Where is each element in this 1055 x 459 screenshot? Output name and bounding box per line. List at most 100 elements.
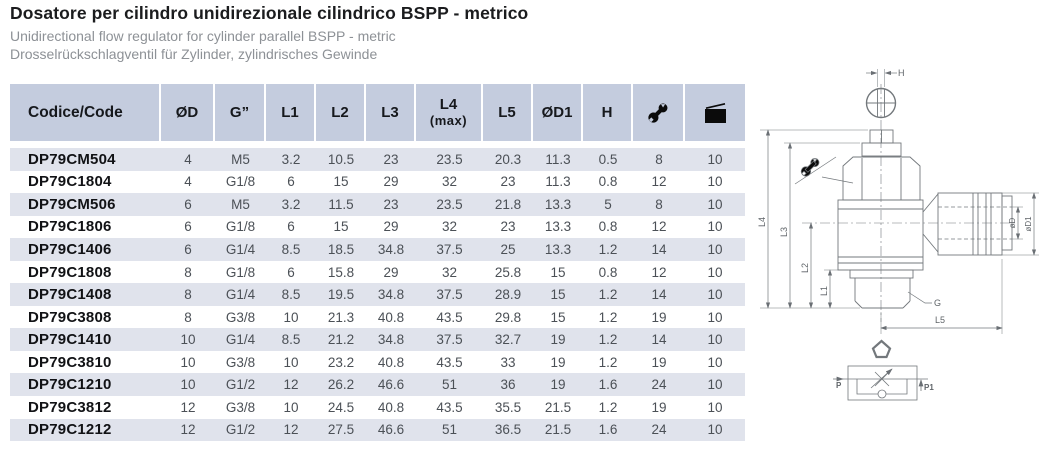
value-cell: 21.3: [327, 309, 355, 325]
value-cell: 14: [651, 332, 667, 348]
value-cell: 11.3: [545, 151, 571, 167]
dim-label-g: G: [934, 298, 941, 308]
value-cell: 34.8: [377, 241, 405, 257]
value-cell: 10: [180, 377, 196, 393]
col-header-g-label: G”: [229, 103, 250, 121]
value-cell: 4: [184, 174, 192, 190]
value-cell: 13.3: [544, 241, 572, 257]
value-cell: 13.3: [544, 196, 572, 212]
package-icon: [703, 102, 727, 124]
value-cell: 8: [184, 309, 192, 325]
value-cell: 10: [707, 219, 723, 235]
code-cell: DP79C1406: [28, 240, 112, 258]
value-cell: 1.2: [598, 354, 618, 370]
value-cell: 26.2: [327, 377, 355, 393]
col-header-l3: L3: [366, 84, 416, 141]
value-cell: 23.2: [327, 354, 355, 370]
value-cell: 19: [550, 377, 566, 393]
value-cell: 15: [550, 309, 566, 325]
value-cell: 6: [287, 219, 295, 235]
code-cell: DP79C1212: [28, 421, 112, 439]
value-cell: 6: [184, 196, 192, 212]
value-cell: G3/8: [225, 354, 256, 370]
value-cell: 6: [184, 241, 192, 257]
value-cell: 28.9: [494, 287, 522, 303]
value-cell: 46.6: [377, 422, 405, 438]
value-cell: 8.5: [281, 241, 301, 257]
value-cell: 24.5: [327, 399, 355, 415]
dim-label-p1: P1: [924, 383, 934, 392]
value-cell: 36: [500, 377, 516, 393]
value-cell: 1.2: [598, 287, 618, 303]
value-cell: 8: [655, 196, 663, 212]
value-cell: 25: [500, 241, 516, 257]
value-cell: 18.5: [327, 241, 355, 257]
value-cell: G1/4: [225, 241, 256, 257]
value-cell: 6: [184, 219, 192, 235]
value-cell: 10: [707, 241, 723, 257]
thread-label: G: [907, 291, 941, 308]
value-cell: 15: [550, 287, 566, 303]
value-cell: 1.2: [598, 241, 618, 257]
value-cell: 0.8: [598, 174, 618, 190]
value-cell: 51: [441, 422, 458, 438]
value-cell: 33: [500, 354, 516, 370]
value-cell: 40.8: [377, 354, 405, 370]
value-cell: 10: [707, 377, 723, 393]
value-cell: 0.5: [598, 151, 618, 167]
col-header-l4-max-label: (max): [429, 112, 468, 128]
value-cell: 32: [441, 219, 458, 235]
technical-drawing: H: [757, 68, 1039, 401]
table-row: DP79C1804 4 G1/8 6 15 29 32 23 11.3 0.8 12 10: [10, 171, 745, 194]
col-header-l5-label: L5: [498, 103, 516, 121]
value-cell: G1/4: [225, 332, 256, 348]
value-cell: 19: [651, 354, 667, 370]
value-cell: 5: [604, 196, 612, 212]
value-cell: 23: [500, 174, 516, 190]
col-header-od1: ØD1: [533, 84, 583, 141]
value-cell: 8: [184, 287, 192, 303]
wrench-icon: [648, 103, 668, 123]
value-cell: 15: [333, 219, 349, 235]
code-cell: DP79C1410: [28, 331, 112, 349]
value-cell: 10: [707, 151, 723, 167]
regulator-front-view: [837, 129, 1013, 309]
value-cell: 19.5: [327, 287, 355, 303]
value-cell: G1/4: [225, 287, 256, 303]
value-cell: 10: [707, 332, 723, 348]
value-cell: 10: [707, 399, 723, 415]
value-cell: 24: [651, 377, 667, 393]
value-cell: 37.5: [436, 287, 463, 303]
value-cell: 0.8: [598, 264, 618, 280]
col-header-g: G”: [215, 84, 266, 141]
value-cell: G1/8: [225, 219, 256, 235]
col-header-h-label: H: [601, 103, 613, 121]
value-cell: G1/2: [225, 422, 256, 438]
col-header-l1-label: L1: [281, 103, 299, 121]
value-cell: 10: [707, 196, 723, 212]
value-cell: 23: [500, 219, 516, 235]
dimension-l5: L5: [880, 259, 1003, 334]
value-cell: 19: [550, 332, 566, 348]
col-header-l2-label: L2: [331, 103, 349, 121]
value-cell: 1.6: [598, 422, 618, 438]
dim-label-od: øD: [1008, 217, 1017, 228]
value-cell: 12: [180, 399, 196, 415]
col-header-package: [685, 84, 745, 141]
value-cell: 21.8: [494, 196, 522, 212]
value-cell: 37.5: [436, 241, 463, 257]
table-row: DP79C1808 8 G1/8 6 15.8 29 32 25.8 15 0.8 12 10: [10, 261, 745, 284]
wrench-symbol: [794, 156, 854, 185]
value-cell: 35.5: [494, 399, 522, 415]
dim-label-od1: øD1: [1024, 216, 1033, 232]
value-cell: 15: [333, 174, 349, 190]
value-cell: 40.8: [377, 309, 405, 325]
value-cell: 10: [707, 422, 723, 438]
value-cell: 8.5: [281, 332, 301, 348]
value-cell: G1/2: [225, 377, 256, 393]
value-cell: G1/8: [225, 174, 256, 190]
value-cell: 20.3: [494, 151, 522, 167]
product-table: Codice/Code ØD G” L1 L2 L3 L4 (max) L5 Ø…: [10, 84, 745, 442]
value-cell: 11.3: [545, 174, 571, 190]
